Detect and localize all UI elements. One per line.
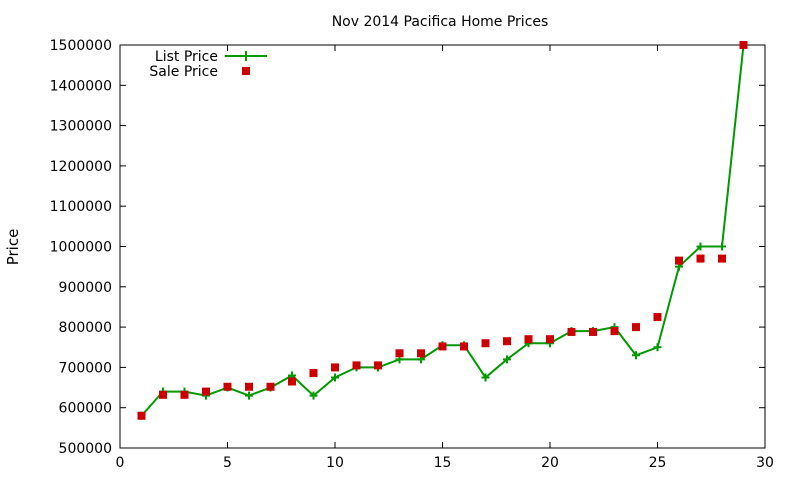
point-list-price: [696, 242, 705, 251]
axis-ticks: 0 5 10 15 20 25 30 500000 600000 700000 800000 9000…: [50, 38, 774, 471]
point-list-price: [481, 373, 490, 382]
y-tick-label: 600000: [59, 401, 112, 417]
point-sale-price: [438, 342, 447, 351]
legend-marker-list-price: [241, 51, 251, 61]
legend: List Price Sale Price: [149, 49, 267, 80]
x-tick-label: 30: [756, 455, 774, 471]
x-tick-label: 20: [541, 455, 559, 471]
point-sale-price: [352, 361, 361, 370]
point-sale-price: [546, 335, 554, 344]
point-sale-price: [696, 254, 705, 263]
series-line-list-price: [140, 44, 745, 417]
y-tick-label: 800000: [59, 320, 112, 336]
y-tick-label: 1200000: [50, 159, 112, 175]
point-sale-price: [739, 41, 748, 49]
y-tick-label: 1300000: [50, 119, 112, 135]
legend-marker-sale-price: [242, 67, 250, 75]
point-list-price: [309, 391, 318, 400]
point-sale-price: [481, 339, 490, 348]
y-tick-label: 900000: [59, 280, 112, 296]
point-sale-price: [288, 377, 296, 386]
point-sale-price: [374, 361, 382, 370]
x-tick-label: 10: [326, 455, 344, 471]
point-list-price: [503, 355, 511, 364]
point-list-price: [331, 373, 339, 382]
point-sale-price: [266, 382, 275, 391]
point-sale-price: [524, 335, 533, 344]
point-sale-price: [309, 369, 318, 378]
x-tick-label: 25: [649, 455, 667, 471]
point-sale-price: [331, 363, 339, 372]
point-sale-price: [417, 349, 425, 358]
y-tick-label: 1500000: [50, 38, 112, 54]
plot-area: [119, 44, 766, 449]
legend-label-list-price: List Price: [155, 49, 218, 65]
point-list-price: [718, 242, 726, 251]
point-sale-price: [245, 382, 253, 391]
y-tick-label: 1400000: [50, 78, 112, 94]
y-tick-label: 1000000: [50, 240, 112, 256]
point-sale-price: [137, 411, 146, 420]
point-sale-price: [202, 387, 210, 396]
point-sale-price: [718, 254, 726, 263]
point-sale-price: [653, 313, 662, 322]
point-sale-price: [503, 337, 511, 346]
chart-title: Nov 2014 Pacifica Home Prices: [332, 14, 549, 30]
y-tick-label: 700000: [59, 360, 112, 376]
point-list-price: [632, 351, 640, 360]
plot-border: [119, 44, 766, 449]
y-tick-label: 500000: [59, 441, 112, 457]
point-sale-price: [675, 256, 683, 265]
point-sale-price: [610, 327, 619, 336]
point-sale-price: [632, 323, 640, 332]
point-list-price: [245, 391, 253, 400]
point-list-price: [653, 343, 662, 352]
point-sale-price: [567, 327, 576, 336]
point-sale-price: [589, 327, 597, 336]
point-sale-price: [159, 390, 167, 399]
point-sale-price: [223, 382, 232, 391]
x-tick-label: 15: [434, 455, 452, 471]
point-sale-price: [395, 349, 404, 358]
point-sale-price: [180, 390, 189, 399]
y-tick-label: 1100000: [50, 199, 112, 215]
y-axis-label: Price: [4, 229, 22, 266]
point-sale-price: [460, 342, 468, 351]
x-tick-label: 5: [223, 455, 232, 471]
legend-label-sale-price: Sale Price: [149, 64, 218, 80]
x-tick-label: 0: [116, 455, 125, 471]
series-layer: [137, 41, 748, 420]
